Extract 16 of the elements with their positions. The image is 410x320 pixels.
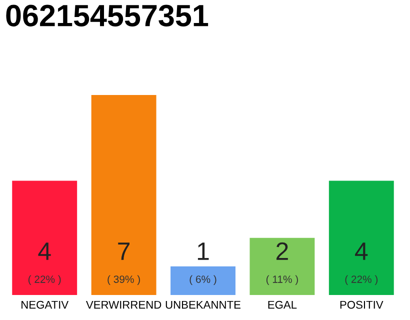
- x-tick-label: VERWIRREND: [86, 300, 162, 309]
- data-label: 1 ( 6% ): [190, 242, 216, 285]
- x-tick-label: NEGATIV: [22, 300, 69, 309]
- data-label: 2 ( 11% ): [266, 242, 298, 285]
- bar: [91, 95, 156, 295]
- x-tick-label: POSITIV: [340, 300, 384, 309]
- x-tick-label: UNBEKANNTE: [166, 300, 240, 309]
- bar: [12, 180, 78, 295]
- data-label: 7 ( 39% ): [108, 242, 140, 285]
- x-tick-label: EGAL: [268, 300, 297, 309]
- bar: [250, 238, 315, 295]
- bar: [170, 266, 236, 295]
- chart-title: 062154557351: [6, 4, 208, 26]
- data-label: 4 ( 22% ): [28, 242, 61, 285]
- bar: [328, 180, 394, 295]
- data-label: 4 ( 22% ): [345, 242, 378, 285]
